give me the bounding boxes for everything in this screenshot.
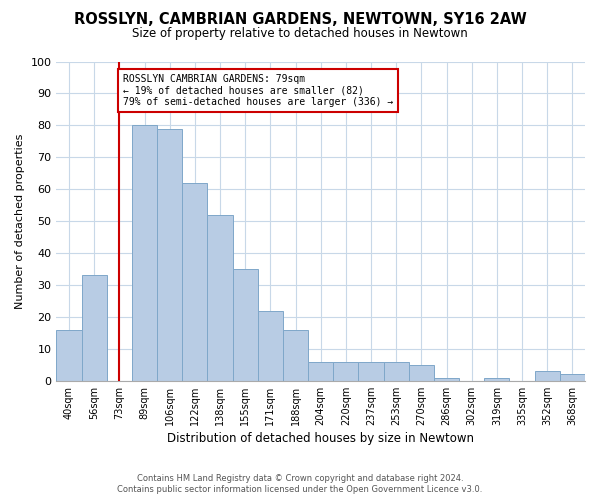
Bar — [258, 310, 283, 381]
Bar — [383, 362, 409, 381]
Bar — [484, 378, 509, 381]
Bar — [182, 183, 208, 381]
Bar — [132, 126, 157, 381]
Bar — [157, 128, 182, 381]
Bar — [560, 374, 585, 381]
Text: Size of property relative to detached houses in Newtown: Size of property relative to detached ho… — [132, 28, 468, 40]
Text: Contains HM Land Registry data © Crown copyright and database right 2024.
Contai: Contains HM Land Registry data © Crown c… — [118, 474, 482, 494]
Bar — [283, 330, 308, 381]
Y-axis label: Number of detached properties: Number of detached properties — [15, 134, 25, 309]
Bar — [409, 365, 434, 381]
Bar — [434, 378, 459, 381]
Bar — [358, 362, 383, 381]
Bar — [233, 269, 258, 381]
Bar — [308, 362, 333, 381]
Bar — [208, 215, 233, 381]
Text: ROSSLYN, CAMBRIAN GARDENS, NEWTOWN, SY16 2AW: ROSSLYN, CAMBRIAN GARDENS, NEWTOWN, SY16… — [74, 12, 526, 28]
Text: ROSSLYN CAMBRIAN GARDENS: 79sqm
← 19% of detached houses are smaller (82)
79% of: ROSSLYN CAMBRIAN GARDENS: 79sqm ← 19% of… — [123, 74, 394, 108]
Bar — [82, 276, 107, 381]
X-axis label: Distribution of detached houses by size in Newtown: Distribution of detached houses by size … — [167, 432, 474, 445]
Bar — [333, 362, 358, 381]
Bar — [535, 371, 560, 381]
Bar — [56, 330, 82, 381]
